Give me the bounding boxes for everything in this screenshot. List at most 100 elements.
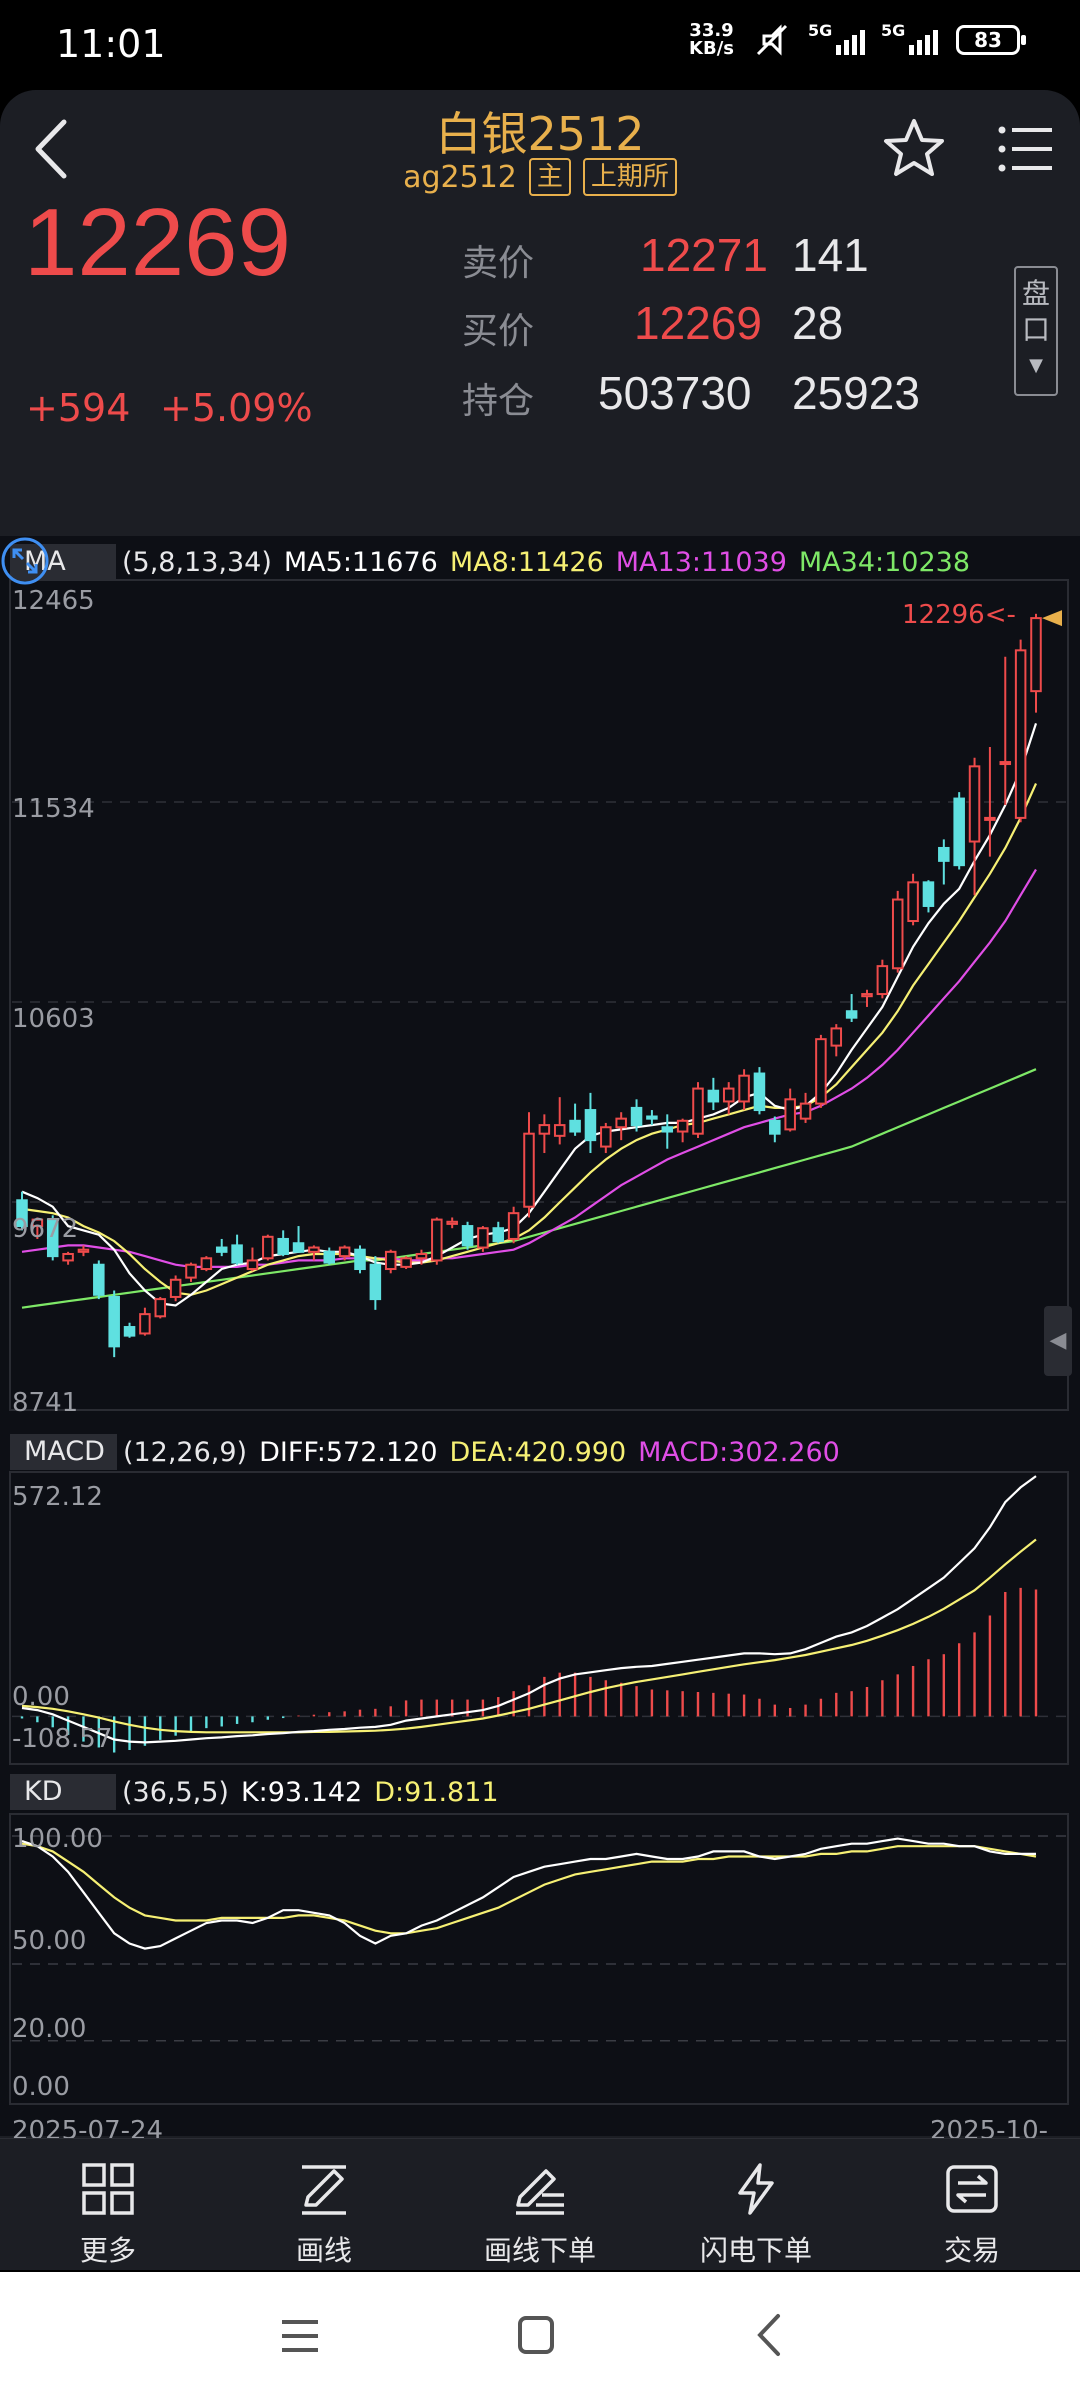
trade-button[interactable]: 交易 <box>864 2139 1080 2271</box>
candle-body <box>584 1109 597 1142</box>
exchange-badge: 上期所 <box>582 158 677 196</box>
menu-list-icon[interactable] <box>998 124 1054 174</box>
ma13-value: MA13:11039 <box>615 546 787 578</box>
kline-chart[interactable] <box>0 536 1080 2136</box>
status-bar: 11:01 33.9 KB/s 5G 5G 83 <box>0 0 1080 88</box>
price-axis-label: 12465 <box>12 586 95 616</box>
candle-body <box>953 797 965 867</box>
kd-panel-frame <box>9 1813 1069 2105</box>
candle-body <box>431 1218 443 1262</box>
net-speed: 33.9 KB/s <box>689 20 734 59</box>
last-price: 12269 <box>24 189 291 296</box>
candle-body <box>123 1326 136 1337</box>
ma5-value: MA5:11676 <box>283 546 438 578</box>
candle-body <box>815 1038 827 1105</box>
candle-body <box>200 1257 213 1271</box>
recent-apps-icon[interactable] <box>278 2316 322 2356</box>
candle-body <box>292 1242 305 1253</box>
candle-body <box>615 1117 627 1129</box>
candle-body <box>600 1126 612 1148</box>
main-contract-badge: 主 <box>528 158 571 196</box>
candle-body <box>553 1124 566 1137</box>
open-interest-change: 25923 <box>792 367 920 419</box>
last-price-marker: 12296<- <box>902 600 1016 630</box>
kd-indicator-button[interactable]: KD <box>10 1774 116 1810</box>
candle-body <box>1014 649 1027 819</box>
flash-order-button[interactable]: 闪电下单 <box>648 2139 864 2271</box>
ma34-value: MA34:10238 <box>798 546 971 578</box>
kd-axis-label: 50.00 <box>12 1926 87 1956</box>
ask-label: 卖价 <box>462 243 535 284</box>
price-panel-frame <box>9 579 1069 1411</box>
candle-body <box>938 846 950 862</box>
candle-body <box>707 1089 720 1103</box>
status-time: 11:01 <box>56 22 166 66</box>
candle-body <box>523 1132 535 1208</box>
ma34-line <box>21 1068 1037 1309</box>
macd-axis-label: -108.57 <box>12 1724 113 1754</box>
mute-icon <box>756 24 788 56</box>
open-interest: 503730 <box>598 367 752 419</box>
candle-body <box>845 1010 858 1019</box>
order-book-toggle[interactable]: 盘 口 ▼ <box>1014 266 1058 396</box>
chart-area[interactable]: MA (5,8,13,34) MA5:11676 MA8:11426 MA13:… <box>0 536 1080 2176</box>
draw-line-order-button[interactable]: 画线下单 <box>432 2139 648 2271</box>
candle-body <box>354 1248 366 1271</box>
pen-line-icon <box>302 2165 346 2215</box>
candle-body <box>169 1278 182 1298</box>
candle-body <box>891 898 904 970</box>
macd-panel-frame <box>9 1471 1069 1765</box>
dea-value: DEA:420.990 <box>449 1436 627 1468</box>
candle-body <box>461 1225 474 1247</box>
ma8-line <box>21 783 1038 1296</box>
open-interest-label: 持仓 <box>462 381 535 422</box>
system-nav-bar <box>0 2272 1080 2400</box>
price-axis-label: 9672 <box>12 1214 79 1244</box>
draw-line-button[interactable]: 画线 <box>216 2139 432 2271</box>
candle-body <box>446 1220 458 1225</box>
candle-body <box>630 1106 643 1127</box>
grid-icon <box>82 2163 134 2215</box>
candle-body <box>692 1087 704 1135</box>
candle-body <box>62 1252 74 1262</box>
diff-line <box>21 1475 1037 1744</box>
candle-body <box>308 1246 320 1253</box>
candle-body <box>338 1246 351 1258</box>
ma-legend: MA (5,8,13,34) MA5:11676 MA8:11426 MA13:… <box>10 542 970 582</box>
caret-down-icon: ▼ <box>1029 355 1043 376</box>
macd-indicator-button[interactable]: MACD <box>10 1434 117 1470</box>
candle-body <box>16 1199 28 1228</box>
page-title: 白银2512 <box>435 107 645 161</box>
candle-body <box>861 993 873 998</box>
candle-body <box>876 965 889 996</box>
price-change-percent: +5.09% <box>160 386 313 430</box>
d-value: D:91.811 <box>374 1776 499 1808</box>
favorite-star-icon[interactable] <box>882 116 946 180</box>
candle-body <box>323 1250 336 1264</box>
expand-arrows-icon[interactable] <box>0 536 50 586</box>
d-line <box>21 1842 1037 1935</box>
signal-icon-1: 5G <box>808 21 865 55</box>
macd-axis-label: 572.12 <box>12 1482 103 1512</box>
pen-order-icon <box>516 2169 564 2215</box>
ask-price: 12271 <box>640 229 768 281</box>
candle-body <box>185 1263 197 1279</box>
candle-body <box>154 1298 167 1318</box>
candle-body <box>277 1237 289 1255</box>
macd-value: MACD:302.260 <box>638 1436 840 1468</box>
candle-body <box>108 1295 120 1348</box>
diff-value: DIFF:572.120 <box>259 1436 438 1468</box>
candle-body <box>676 1119 689 1133</box>
back-arrow-icon[interactable] <box>24 114 84 184</box>
candle-body <box>46 1218 59 1258</box>
home-icon[interactable] <box>516 2314 556 2356</box>
side-panel-handle[interactable]: ◀ <box>1044 1306 1072 1376</box>
candle-body <box>738 1074 750 1103</box>
macd-legend: MACD (12,26,9) DIFF:572.120 DEA:420.990 … <box>10 1432 840 1472</box>
nav-back-icon[interactable] <box>752 2312 786 2358</box>
price-axis-label: 11534 <box>12 794 95 824</box>
candle-body <box>661 1126 674 1133</box>
more-button[interactable]: 更多 <box>0 2139 216 2271</box>
battery-icon: 83 <box>956 25 1026 55</box>
candle-body <box>477 1227 489 1249</box>
